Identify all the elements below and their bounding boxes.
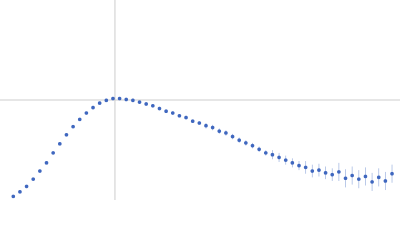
data-point [31,177,36,181]
data-point [151,103,155,108]
data-point [290,161,295,165]
data-point [164,109,168,114]
data-point [144,102,148,106]
data-point [363,174,368,179]
data-point [124,97,129,102]
data-point [157,106,162,111]
data-point [237,138,242,143]
data-point [44,161,49,165]
data-point [38,169,42,173]
data-point [210,125,215,130]
data-point [257,147,261,152]
data-point [197,121,202,125]
data-point [310,169,315,173]
data-point [250,143,255,148]
data-point [317,168,321,172]
data-point [383,179,388,183]
data-point [91,105,95,110]
data-point [131,98,135,103]
data-point [84,111,89,115]
data-point [303,165,308,170]
data-point [277,155,281,160]
data-point [217,129,222,133]
data-point [357,177,361,181]
chart [0,0,400,200]
data-point [117,96,122,101]
data-point [337,170,341,174]
data-point [24,184,29,189]
data-point [323,171,328,175]
data-point [137,100,142,104]
data-point [190,119,195,123]
data-point [390,171,394,176]
data-point [370,180,374,184]
data-point [111,96,115,101]
data-point [244,141,248,145]
data-point [184,115,188,120]
data-point [64,132,69,137]
data-point [170,111,175,115]
data-point [224,131,228,135]
data-point [18,190,22,194]
data-point [376,175,381,180]
data-point [270,152,275,157]
data-point [58,142,62,146]
data-point [177,113,182,118]
data-point [263,151,268,155]
data-point [104,98,109,103]
data-point [11,194,16,199]
data-point [204,123,208,128]
data-point [343,176,348,181]
data-point [77,117,82,122]
data-point [51,151,55,155]
data-point [330,172,335,177]
page: {"chart_data": { "type": "scatter", "xli… [0,0,400,200]
data-point [71,124,75,129]
data-point [297,163,301,168]
data-point [230,134,235,139]
data-point [97,101,102,105]
data-point [283,158,288,162]
data-point [350,173,354,178]
